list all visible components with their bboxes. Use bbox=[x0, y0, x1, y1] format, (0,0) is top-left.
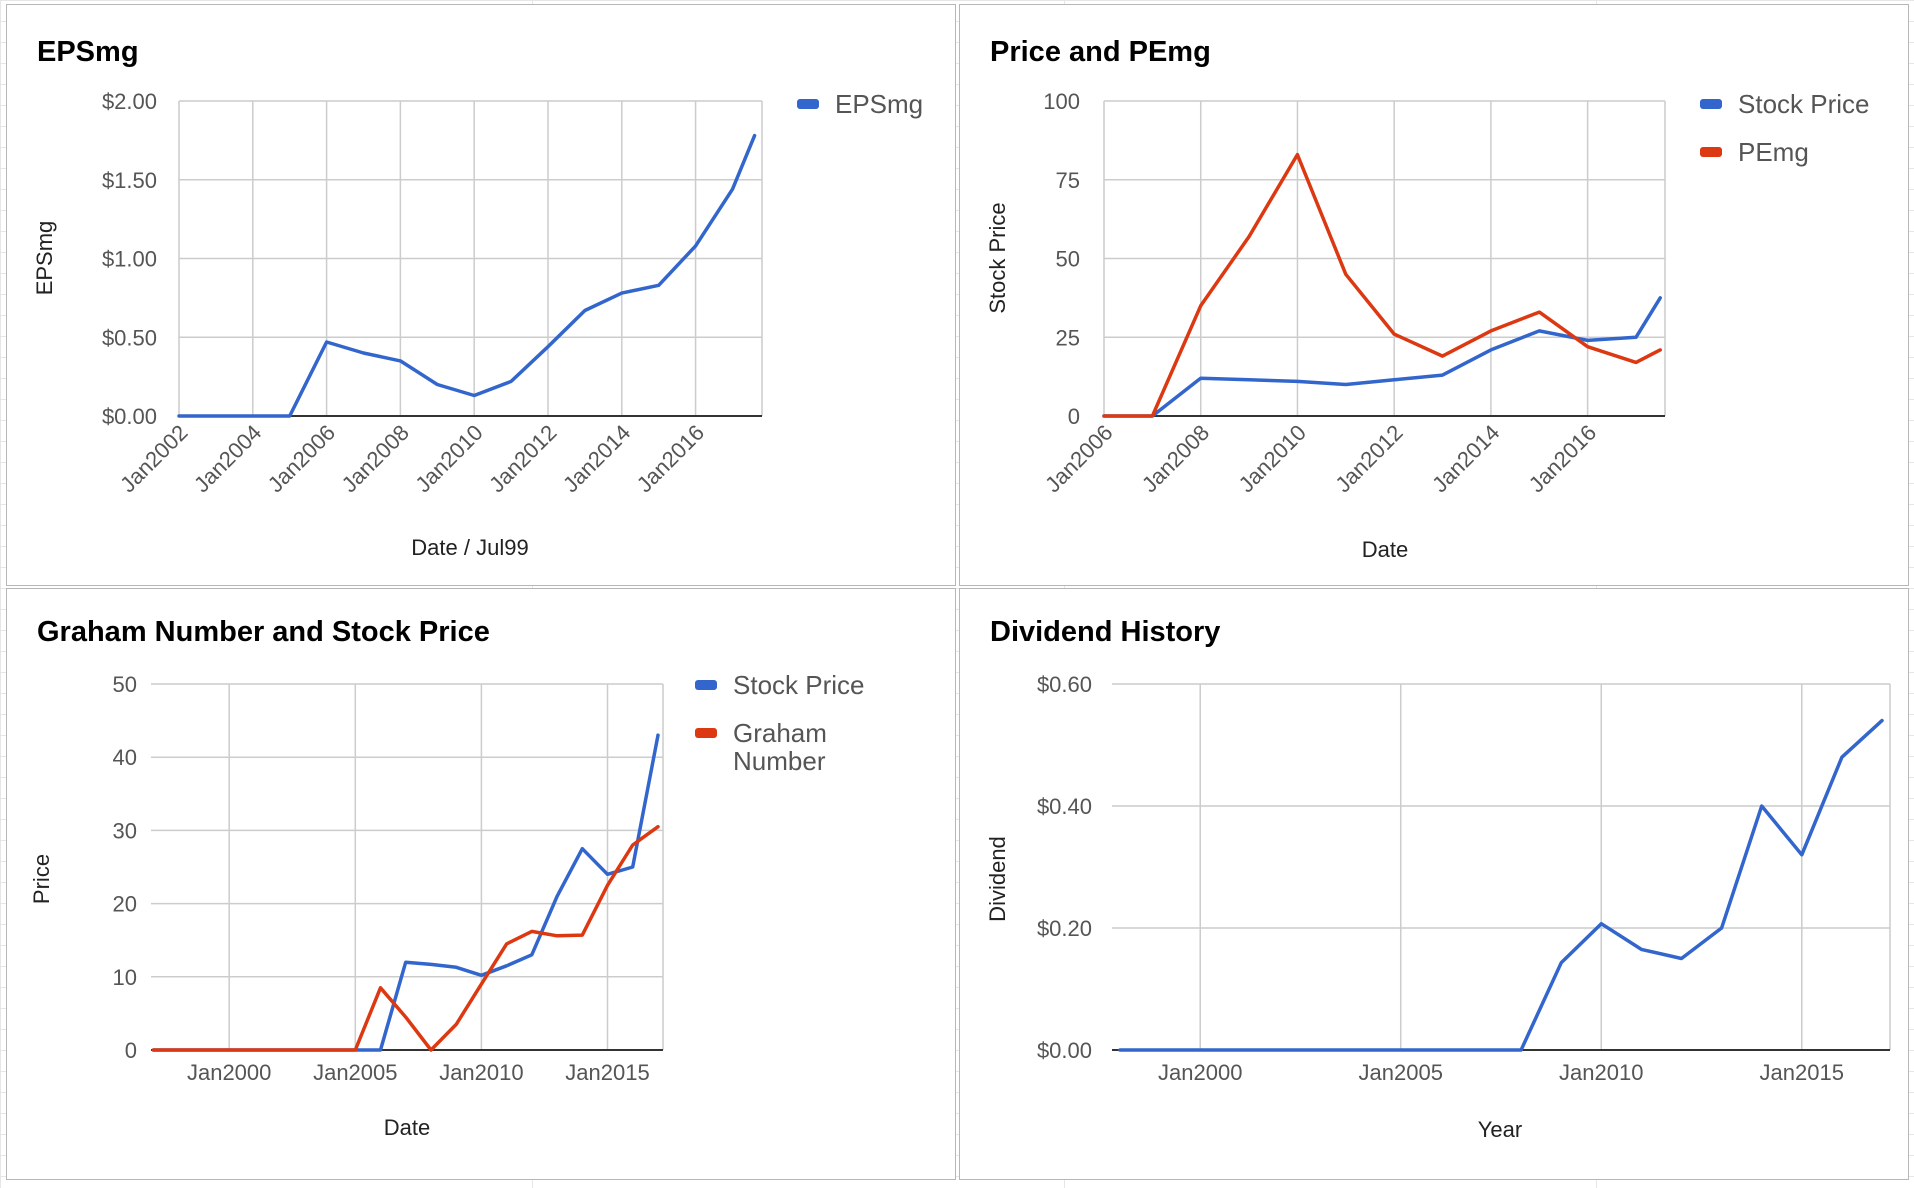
x-tick-label: Jan2006 bbox=[263, 420, 340, 497]
y-tick-label: $0.50 bbox=[102, 325, 157, 350]
legend-label: Stock Price bbox=[1738, 89, 1870, 119]
series-line-graham-number bbox=[151, 824, 660, 1052]
legend-label: EPSmg bbox=[835, 89, 923, 119]
legend-swatch bbox=[695, 680, 717, 690]
x-tick-label: Jan2015 bbox=[565, 1060, 649, 1085]
y-tick-label: 0 bbox=[1068, 404, 1080, 429]
y-tick-label: $1.50 bbox=[102, 168, 157, 193]
y-tick-label: $0.40 bbox=[1037, 794, 1092, 819]
y-axis-label: Stock Price bbox=[985, 202, 1010, 313]
y-tick-label: 50 bbox=[113, 672, 137, 697]
legend-swatch bbox=[695, 728, 717, 738]
y-tick-label: 10 bbox=[113, 965, 137, 990]
x-tick-label: Jan2012 bbox=[484, 420, 561, 497]
legend-label: PEmg bbox=[1738, 137, 1809, 167]
series-line-pemg bbox=[1102, 152, 1662, 418]
y-tick-label: $2.00 bbox=[102, 89, 157, 114]
series-line-epsmg bbox=[177, 133, 757, 418]
x-tick-label: Jan2010 bbox=[410, 420, 487, 497]
y-tick-label: $0.60 bbox=[1037, 672, 1092, 697]
y-tick-label: 25 bbox=[1056, 325, 1080, 350]
y-tick-label: 20 bbox=[113, 892, 137, 917]
chart-dividend-history-svg: Dividend History $0.00 $0.20 $0.40 $0.60 Jan2… bbox=[985, 616, 1891, 1142]
y-axis-label: EPSmg bbox=[32, 221, 57, 296]
chart-graham-number-and-stock-price[interactable]: Graham Number and Stock Price 0 10 20 30 40 50… bbox=[6, 588, 956, 1180]
x-tick-label: Jan2002 bbox=[115, 420, 192, 497]
chart-epsmg[interactable]: EPSmg $0.00 $0.50 $1.00 $1.50 $2.00 Jan2002 Jan… bbox=[6, 4, 956, 586]
x-tick-label: Jan2006 bbox=[1040, 420, 1117, 497]
x-axis-label: Date / Jul99 bbox=[411, 535, 528, 560]
x-tick-label: Jan2000 bbox=[1158, 1060, 1242, 1085]
y-tick-label: 50 bbox=[1056, 247, 1080, 272]
legend-swatch bbox=[797, 99, 819, 109]
chart-title: Dividend History bbox=[990, 616, 1220, 648]
series-line-stock-price bbox=[151, 733, 660, 1052]
x-tick-label: Jan2015 bbox=[1760, 1060, 1844, 1085]
y-tick-label: 30 bbox=[113, 818, 137, 843]
y-tick-label: $0.00 bbox=[1037, 1038, 1092, 1063]
x-tick-label: Jan2016 bbox=[1524, 420, 1601, 497]
x-tick-label: Jan2000 bbox=[187, 1060, 271, 1085]
y-tick-label: 40 bbox=[113, 745, 137, 770]
x-tick-label: Jan2010 bbox=[1234, 420, 1311, 497]
y-axis-label: Dividend bbox=[985, 836, 1010, 922]
y-tick-label: 100 bbox=[1043, 89, 1080, 114]
y-tick-label: 75 bbox=[1056, 168, 1080, 193]
x-tick-label: Jan2014 bbox=[558, 420, 635, 497]
x-tick-label: Jan2008 bbox=[1137, 420, 1214, 497]
chart-dividend-history[interactable]: Dividend History $0.00 $0.20 $0.40 $0.60 Jan2… bbox=[959, 588, 1909, 1180]
chart-title: Graham Number and Stock Price bbox=[37, 616, 490, 648]
series-line-dividend bbox=[1118, 718, 1884, 1052]
series-line-stock-price bbox=[1102, 296, 1662, 418]
chart-price-and-pemg-svg: Price and PEmg 0 25 50 75 100 Jan2006 Jan2008 Ja… bbox=[985, 36, 1870, 562]
legend-label: Stock Price bbox=[733, 670, 865, 700]
legend-swatch bbox=[1700, 147, 1722, 157]
x-tick-label: Jan2004 bbox=[189, 420, 266, 497]
x-tick-label: Jan2010 bbox=[439, 1060, 523, 1085]
chart-price-and-pemg[interactable]: Price and PEmg 0 25 50 75 100 Jan2006 Jan2008 Ja… bbox=[959, 4, 1909, 586]
y-tick-label: 0 bbox=[125, 1038, 137, 1063]
legend-swatch bbox=[1700, 99, 1722, 109]
x-axis-label: Date bbox=[384, 1115, 430, 1140]
x-axis-label: Year bbox=[1478, 1117, 1522, 1142]
y-tick-label: $1.00 bbox=[102, 247, 157, 272]
x-tick-label: Jan2010 bbox=[1559, 1060, 1643, 1085]
chart-graham-number-svg: Graham Number and Stock Price 0 10 20 30 40 50… bbox=[29, 616, 865, 1140]
chart-epsmg-svg: EPSmg$0.00$0.50$1.00$1.50$2.00Jan2002Jan… bbox=[32, 36, 923, 560]
x-axis-label: Date bbox=[1362, 537, 1408, 562]
chart-title: Price and PEmg bbox=[990, 36, 1211, 68]
chart-title: EPSmg bbox=[37, 36, 139, 68]
x-tick-label: Jan2005 bbox=[1359, 1060, 1443, 1085]
y-tick-label: $0.20 bbox=[1037, 916, 1092, 941]
x-tick-label: Jan2012 bbox=[1330, 420, 1407, 497]
legend-label: Graham Number bbox=[733, 718, 827, 776]
x-tick-label: Jan2008 bbox=[337, 420, 414, 497]
x-tick-label: Jan2016 bbox=[632, 420, 709, 497]
y-tick-label: $0.00 bbox=[102, 404, 157, 429]
y-axis-label: Price bbox=[29, 854, 54, 904]
x-tick-label: Jan2005 bbox=[313, 1060, 397, 1085]
x-tick-label: Jan2014 bbox=[1427, 420, 1504, 497]
